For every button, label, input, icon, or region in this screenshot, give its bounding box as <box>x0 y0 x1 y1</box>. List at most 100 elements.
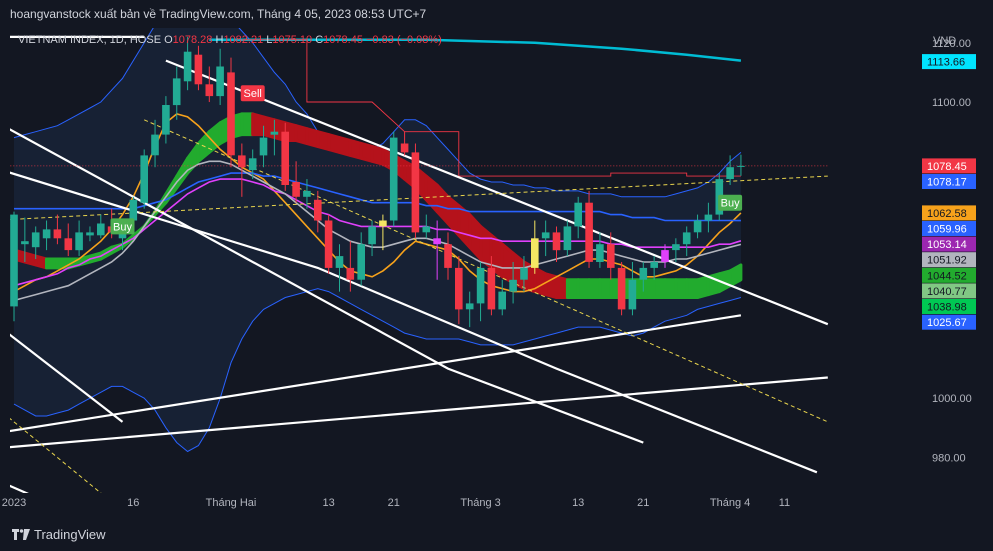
price-label: 1078.45 <box>922 158 976 174</box>
candle-body <box>368 226 376 245</box>
trendline <box>10 484 29 493</box>
buy-signal: Buy <box>110 218 135 235</box>
candle-body <box>476 267 485 304</box>
signal-badge <box>110 218 135 235</box>
candle-body <box>64 238 73 251</box>
open-value: 1078.28 <box>172 34 213 46</box>
kumo-band-segment <box>587 278 602 299</box>
candle-body <box>97 223 105 236</box>
kumo-band-segment <box>359 142 374 163</box>
kumo-band-segment <box>305 127 320 148</box>
kumo-band-segment <box>555 275 569 299</box>
candle-body <box>585 202 593 262</box>
kumo-band-segment <box>348 139 363 160</box>
price-label-text: 1038.98 <box>927 302 967 314</box>
price-label-bg <box>922 267 976 283</box>
x-tick-label: 13 <box>322 497 334 509</box>
close-value: 1078.45 <box>323 34 363 46</box>
candle-body <box>335 256 344 268</box>
long-moving-average-line <box>209 38 742 62</box>
price-label-text: 1053.14 <box>927 239 967 251</box>
trendline <box>10 333 124 423</box>
candle-body <box>444 244 452 268</box>
x-tick-label: Tháng 3 <box>460 497 500 509</box>
price-label-text: 1113.66 <box>927 57 965 69</box>
candle-body <box>151 134 159 156</box>
trendline <box>10 128 644 444</box>
x-tick-label: Tháng 4 <box>710 497 750 509</box>
candle-body <box>682 232 691 245</box>
candle-body <box>227 72 235 156</box>
x-tick-label: 21 <box>637 497 649 509</box>
sell-signal: Sell <box>240 85 265 102</box>
candle-body <box>563 226 572 251</box>
kumo-band-segment <box>294 124 309 145</box>
price-label-bg <box>922 252 976 268</box>
price-label: 1038.98 <box>922 299 976 314</box>
candle-body <box>433 238 441 245</box>
candle-body <box>422 226 431 233</box>
low-value: 1075.10 <box>272 34 313 46</box>
candle-body <box>628 279 637 310</box>
x-tick-label: 13 <box>572 497 584 509</box>
candle-body <box>183 51 192 82</box>
kumo-band-segment <box>663 278 678 299</box>
publisher-text: hoangvanstock xuất bản về TradingView.co… <box>10 7 427 21</box>
x-tick-label: Tháng Hai <box>206 497 257 509</box>
x-tick-label: 16 <box>127 497 139 509</box>
candle-body <box>596 244 604 262</box>
bollinger-fill <box>14 28 741 452</box>
price-label-bg <box>922 221 976 236</box>
price-label-bg <box>922 236 976 252</box>
y-tick-label: 1000.00 <box>932 393 972 405</box>
high-value: 1082.21 <box>223 34 264 46</box>
candle-body <box>21 241 29 245</box>
signal-badge <box>240 85 265 102</box>
candle-body <box>574 202 582 227</box>
price-label: 1053.14 <box>922 236 976 252</box>
candle-body <box>314 199 322 221</box>
candle-body <box>238 155 246 168</box>
candle-body <box>248 158 257 171</box>
kumo-band-segment <box>685 278 699 299</box>
kumo-band-segment <box>728 263 743 288</box>
candle-body <box>281 131 289 185</box>
price-label-bg <box>922 314 976 330</box>
candle-body <box>303 190 311 197</box>
kumo-band-segment <box>45 257 59 270</box>
candle-body <box>205 84 214 97</box>
price-label-text: 1059.96 <box>927 224 967 236</box>
kumo-band-segment <box>674 278 689 299</box>
buy-signal: Buy <box>718 194 743 211</box>
kumo-band-segment <box>370 145 385 166</box>
candle-body <box>129 199 138 221</box>
trendline <box>10 417 102 493</box>
signal-label: Buy <box>113 221 132 233</box>
price-label: 1044.52 <box>922 267 976 283</box>
price-label: 1059.96 <box>922 221 976 236</box>
low-label: L <box>266 34 273 46</box>
price-label-bg <box>922 299 976 314</box>
candle-body <box>552 232 561 251</box>
candle-body <box>270 131 279 135</box>
candle-body <box>53 229 62 239</box>
x-tick-label: 21 <box>388 497 400 509</box>
resistance-step-line <box>241 39 741 177</box>
x-tick-label: 2023 <box>2 497 26 509</box>
candle-body <box>726 167 734 179</box>
price-label: 1051.92 <box>922 252 976 268</box>
close-label: C <box>315 34 324 46</box>
open-label: O <box>164 34 173 46</box>
trendline <box>10 376 828 449</box>
candle-body <box>693 220 702 233</box>
candle-body <box>292 182 300 197</box>
price-label-text: 1062.58 <box>927 208 967 220</box>
price-label: 1025.67 <box>922 314 976 330</box>
y-tick-label: 1120.00 <box>932 38 971 50</box>
candle-body <box>346 267 355 280</box>
kumo-band-segment <box>240 112 255 137</box>
price-label-bg <box>922 283 976 299</box>
kumo-band-segment <box>652 278 667 299</box>
price-label-text: 1078.45 <box>927 161 967 173</box>
